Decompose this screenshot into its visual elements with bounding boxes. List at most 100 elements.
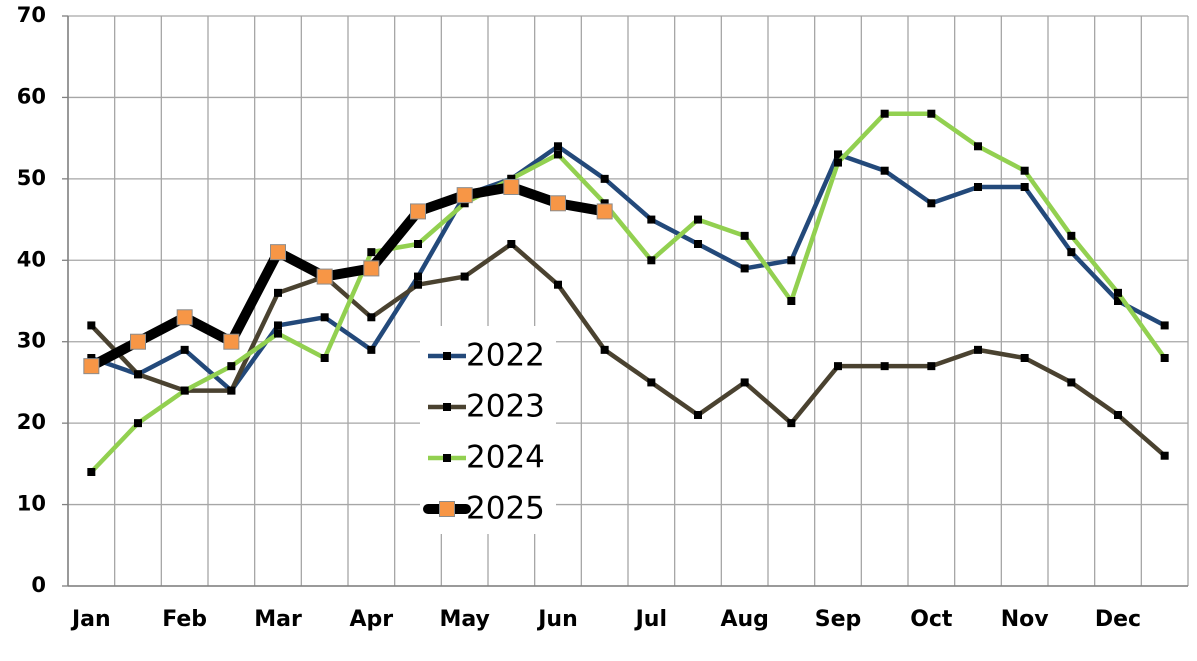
marker bbox=[274, 321, 282, 330]
legend-box bbox=[420, 326, 556, 534]
marker bbox=[694, 240, 702, 248]
marker bbox=[834, 158, 842, 167]
marker bbox=[694, 215, 702, 224]
marker bbox=[647, 378, 656, 387]
marker bbox=[320, 354, 329, 362]
marker bbox=[1114, 297, 1122, 305]
marker bbox=[1020, 183, 1029, 191]
x-tick-label: Apr bbox=[350, 607, 394, 632]
marker bbox=[134, 370, 142, 379]
x-tick-label: Jul bbox=[634, 607, 667, 632]
marker bbox=[1160, 321, 1169, 330]
marker bbox=[1067, 248, 1076, 257]
marker bbox=[694, 411, 702, 419]
x-tick-label: Mar bbox=[254, 607, 302, 632]
marker bbox=[134, 419, 142, 428]
legend-marker bbox=[443, 454, 451, 462]
marker bbox=[880, 166, 889, 175]
marker bbox=[87, 468, 96, 476]
x-tick-label: Dec bbox=[1095, 607, 1141, 632]
marker bbox=[410, 203, 426, 220]
marker bbox=[647, 256, 656, 265]
marker bbox=[927, 362, 936, 371]
marker bbox=[554, 142, 562, 151]
y-tick-label: 40 bbox=[17, 247, 46, 271]
y-tick-label: 30 bbox=[17, 329, 46, 353]
marker bbox=[456, 187, 473, 204]
marker bbox=[787, 256, 796, 265]
marker bbox=[83, 358, 100, 375]
marker bbox=[880, 109, 889, 118]
legend-label: 2024 bbox=[466, 440, 545, 476]
x-tick-label: Feb bbox=[162, 607, 207, 632]
x-tick-label: Sep bbox=[815, 607, 862, 632]
marker bbox=[227, 386, 236, 395]
marker bbox=[1160, 451, 1169, 460]
marker bbox=[274, 329, 282, 338]
marker bbox=[180, 386, 189, 395]
series-line bbox=[89, 241, 1167, 458]
marker bbox=[974, 183, 982, 191]
marker bbox=[787, 419, 796, 428]
x-tick-label: Jun bbox=[536, 607, 578, 632]
marker bbox=[554, 150, 562, 159]
marker bbox=[270, 244, 286, 261]
marker bbox=[834, 362, 842, 371]
y-tick-label: 10 bbox=[17, 492, 46, 516]
marker bbox=[503, 179, 520, 195]
series-line bbox=[89, 111, 1167, 474]
y-tick-label: 70 bbox=[17, 3, 46, 27]
legend-marker bbox=[443, 352, 451, 360]
y-tick-label: 60 bbox=[17, 84, 46, 108]
marker bbox=[320, 313, 329, 322]
marker bbox=[974, 345, 982, 354]
marker bbox=[176, 309, 193, 326]
marker bbox=[740, 264, 749, 273]
marker bbox=[600, 345, 609, 354]
y-tick-label: 20 bbox=[17, 410, 46, 434]
legend-marker bbox=[439, 501, 455, 517]
marker bbox=[647, 215, 656, 224]
marker bbox=[414, 240, 422, 248]
x-tick-label: Jan bbox=[70, 607, 111, 632]
marker bbox=[367, 313, 376, 322]
legend-marker bbox=[443, 403, 451, 411]
marker bbox=[880, 362, 889, 371]
marker bbox=[87, 321, 96, 330]
legend-label: 2025 bbox=[466, 491, 545, 527]
marker bbox=[550, 195, 566, 212]
marker bbox=[87, 354, 96, 362]
marker bbox=[367, 345, 376, 354]
marker bbox=[834, 150, 842, 159]
marker bbox=[1020, 166, 1029, 175]
marker bbox=[740, 231, 749, 240]
marker bbox=[1114, 288, 1122, 297]
marker bbox=[787, 297, 796, 305]
marker bbox=[363, 260, 380, 277]
marker bbox=[927, 109, 936, 118]
marker bbox=[740, 378, 749, 387]
marker bbox=[460, 272, 469, 281]
marker bbox=[507, 240, 516, 248]
legend-label: 2022 bbox=[466, 338, 545, 374]
marker bbox=[367, 248, 376, 257]
y-tick-label: 50 bbox=[17, 166, 46, 190]
marker bbox=[554, 280, 562, 289]
marker bbox=[316, 268, 333, 285]
marker bbox=[180, 345, 189, 354]
marker bbox=[460, 199, 469, 208]
marker bbox=[927, 199, 936, 208]
marker bbox=[974, 142, 982, 151]
marker bbox=[1067, 378, 1076, 387]
x-tick-label: Aug bbox=[720, 607, 768, 632]
marker bbox=[414, 280, 422, 289]
marker bbox=[414, 272, 422, 281]
legend: 2022 2023 2024 2025 bbox=[420, 326, 556, 534]
marker bbox=[1114, 411, 1122, 419]
x-tick-label: May bbox=[439, 607, 489, 632]
marker bbox=[274, 288, 282, 297]
marker bbox=[1020, 354, 1029, 362]
marker bbox=[223, 333, 240, 350]
marker bbox=[1067, 231, 1076, 240]
